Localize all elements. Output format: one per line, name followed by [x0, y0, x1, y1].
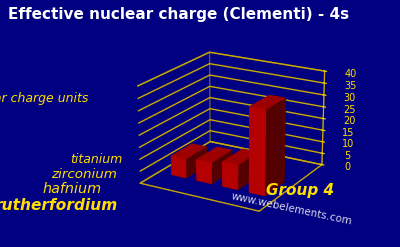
Text: zirconium: zirconium [51, 168, 117, 181]
Text: hafnium: hafnium [42, 182, 102, 196]
Text: Effective nuclear charge (Clementi) - 4s: Effective nuclear charge (Clementi) - 4s [8, 7, 349, 22]
Text: www.webelements.com: www.webelements.com [230, 191, 354, 227]
Text: nuclear charge units: nuclear charge units [0, 92, 88, 105]
Text: Group 4: Group 4 [266, 183, 334, 198]
Text: titanium: titanium [70, 153, 122, 166]
Text: rutherfordium: rutherfordium [0, 198, 118, 213]
